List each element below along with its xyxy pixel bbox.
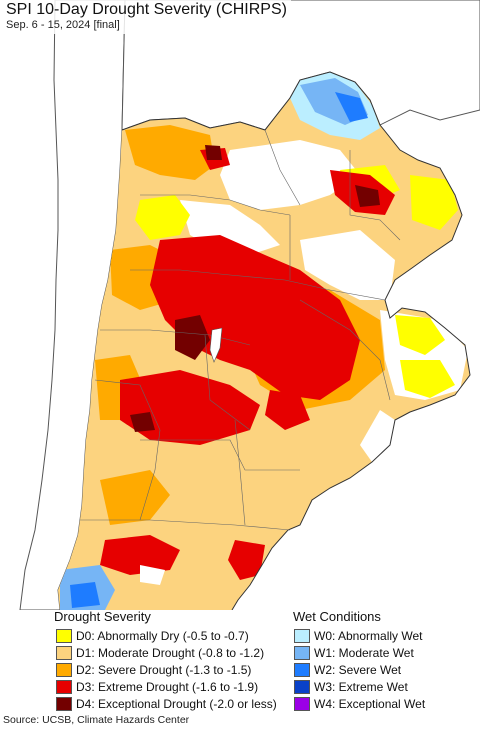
map-title-box: SPI 10-Day Drought Severity (CHIRPS) Sep… bbox=[4, 0, 291, 34]
swatch-d1 bbox=[56, 645, 72, 660]
legend-label-w1: W1: Moderate Wet bbox=[314, 645, 414, 660]
legend-item-w3: W3: Extreme Wet bbox=[294, 678, 425, 695]
swatch-w2 bbox=[294, 662, 310, 677]
legend-label-d3: D3: Extreme Drought (-1.6 to -1.9) bbox=[76, 679, 259, 694]
legend-label-w0: W0: Abnormally Wet bbox=[314, 628, 423, 643]
legend-item-w2: W2: Severe Wet bbox=[294, 661, 425, 678]
swatch-d3 bbox=[56, 679, 72, 694]
legend-label-w2: W2: Severe Wet bbox=[314, 662, 402, 677]
legend-item-w0: W0: Abnormally Wet bbox=[294, 627, 425, 644]
drought-legend-heading: Drought Severity bbox=[54, 609, 151, 624]
legend-label-d0: D0: Abnormally Dry (-0.5 to -0.7) bbox=[76, 628, 249, 643]
legend-item-w1: W1: Moderate Wet bbox=[294, 644, 425, 661]
legend-label-d4: D4: Exceptional Drought (-2.0 or less) bbox=[76, 696, 277, 711]
map-subtitle: Sep. 6 - 15, 2024 [final] bbox=[6, 19, 120, 31]
province-borders bbox=[80, 129, 401, 531]
swatch-w1 bbox=[294, 645, 310, 660]
footer: Source: UCSB, Climate Hazards Center bbox=[0, 712, 480, 730]
swatch-w0 bbox=[294, 628, 310, 643]
map-canvas bbox=[19, 0, 480, 610]
map-title: SPI 10-Day Drought Severity (CHIRPS) bbox=[6, 1, 287, 18]
drought-map: SPI 10-Day Drought Severity (CHIRPS) Sep… bbox=[4, 0, 480, 610]
wet-legend: W0: Abnormally Wet W1: Moderate Wet W2: … bbox=[294, 627, 425, 712]
legend-item-d4: D4: Exceptional Drought (-2.0 or less) bbox=[56, 695, 277, 712]
coastline bbox=[121, 71, 471, 610]
legend-label-d1: D1: Moderate Drought (-0.8 to -1.2) bbox=[76, 645, 265, 660]
drought-legend: D0: Abnormally Dry (-0.5 to -0.7) D1: Mo… bbox=[56, 627, 277, 712]
legend-item-d1: D1: Moderate Drought (-0.8 to -1.2) bbox=[56, 644, 277, 661]
legend-label-w3: W3: Extreme Wet bbox=[314, 679, 408, 694]
legend-item-d0: D0: Abnormally Dry (-0.5 to -0.7) bbox=[56, 627, 277, 644]
swatch-w4 bbox=[294, 696, 310, 711]
lake bbox=[209, 327, 223, 363]
swatch-d4 bbox=[56, 696, 72, 711]
legend-item-d3: D3: Extreme Drought (-1.6 to -1.9) bbox=[56, 678, 277, 695]
swatch-d0 bbox=[56, 628, 72, 643]
wet-legend-heading: Wet Conditions bbox=[293, 609, 381, 624]
legend: Drought Severity Wet Conditions D0: Abno… bbox=[0, 610, 480, 712]
swatch-d2 bbox=[56, 662, 72, 677]
legend-item-w4: W4: Exceptional Wet bbox=[294, 695, 425, 712]
swatch-w3 bbox=[294, 679, 310, 694]
source-credit: Source: UCSB, Climate Hazards Center bbox=[3, 714, 190, 726]
legend-item-d2: D2: Severe Drought (-1.3 to -1.5) bbox=[56, 661, 277, 678]
legend-label-d2: D2: Severe Drought (-1.3 to -1.5) bbox=[76, 662, 252, 677]
legend-label-w4: W4: Exceptional Wet bbox=[314, 696, 426, 711]
